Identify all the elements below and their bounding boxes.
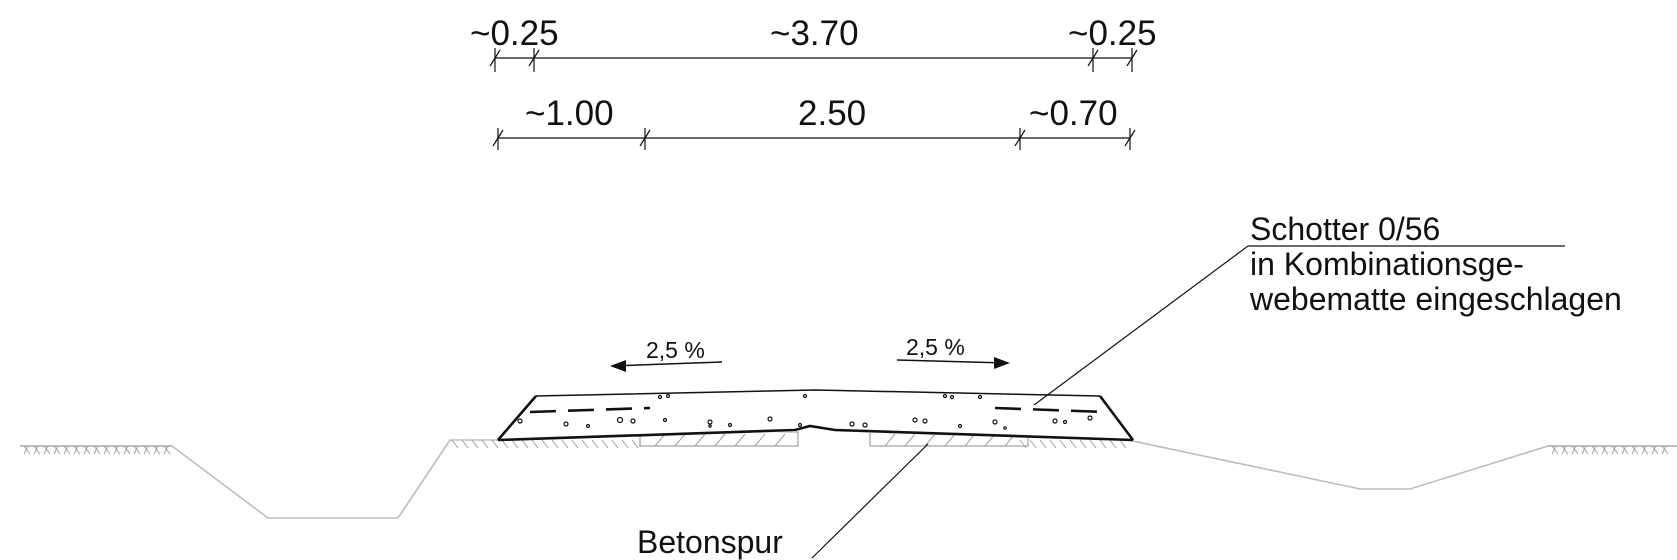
slope-right-label: 2,5 %: [906, 334, 965, 360]
betonspur-label: Betonspur: [637, 524, 783, 560]
schotter-annotation: Schotter 0/56 in Kombinationsge- webemat…: [1033, 211, 1622, 406]
dim-bottom-left: ~1.00: [525, 94, 614, 133]
dim-bottom-right: ~0.70: [1029, 94, 1118, 133]
concrete-tracks: [639, 431, 1029, 447]
dimension-row-top: ~0.25 ~3.70 ~0.25: [470, 14, 1157, 72]
dim-top-right: ~0.25: [1068, 14, 1157, 53]
schotter-label-line3: webematte eingeschlagen: [1249, 281, 1622, 317]
gravel-layer: [497, 389, 1135, 442]
schotter-label-line2: in Kombinationsge-: [1250, 246, 1524, 282]
slope-right: 2,5 %: [896, 334, 1010, 369]
slope-left-label: 2,5 %: [646, 337, 705, 363]
betonspur-annotation: Betonspur: [637, 443, 929, 560]
slope-left: 2,5 %: [610, 337, 723, 372]
schotter-label-line1: Schotter 0/56: [1250, 211, 1440, 247]
dim-top-left: ~0.25: [470, 14, 559, 53]
dim-bottom-middle: 2.50: [798, 94, 866, 133]
dimension-row-bottom: ~1.00 2.50 ~0.70: [492, 94, 1136, 150]
dim-top-middle: ~3.70: [770, 14, 859, 53]
terrain: [20, 439, 1677, 519]
